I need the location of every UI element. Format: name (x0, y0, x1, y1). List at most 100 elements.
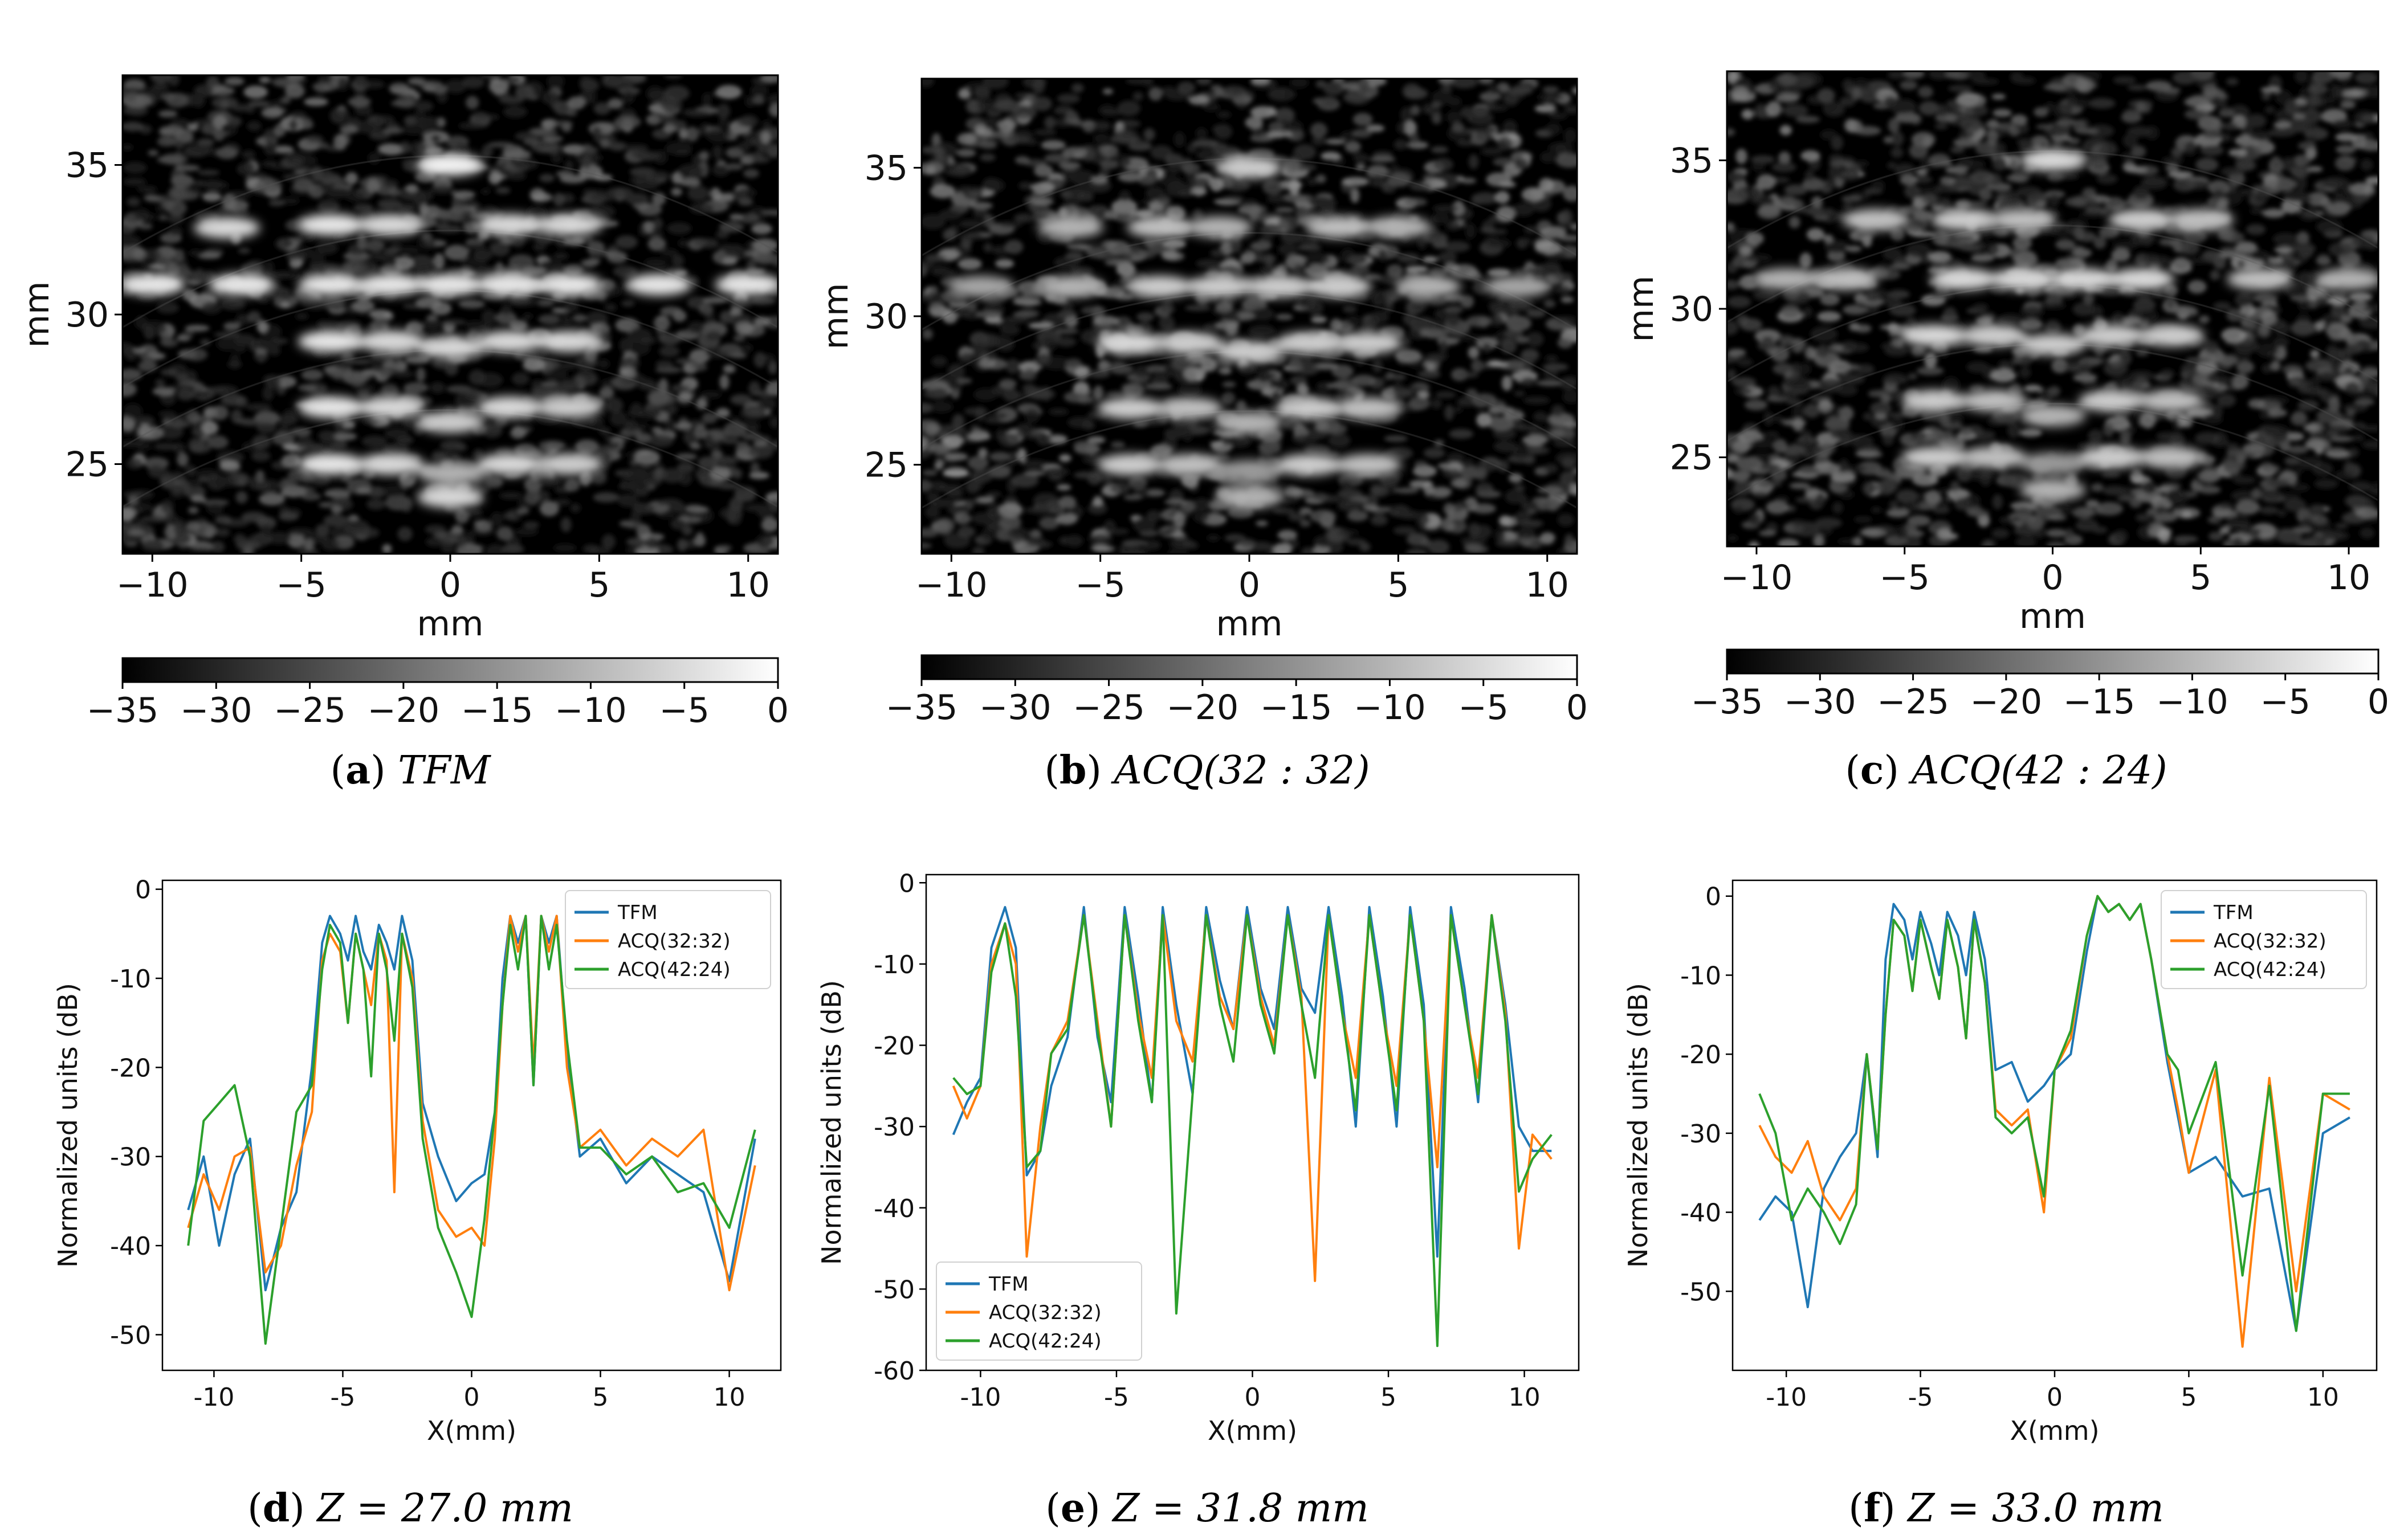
speckle (735, 441, 751, 456)
speckle (1889, 500, 1899, 509)
image-content (1727, 71, 2378, 546)
speckle (560, 517, 572, 532)
speckle (1250, 240, 1273, 250)
speckle (1888, 289, 1910, 299)
speckle (1417, 238, 1427, 250)
speckle (1900, 174, 1918, 185)
speckle (158, 110, 178, 118)
speckle (1947, 85, 1973, 92)
speckle (1039, 516, 1060, 530)
speckle (296, 442, 322, 451)
speckle (712, 455, 738, 469)
speckle (957, 378, 972, 384)
speckle (1056, 484, 1071, 491)
speckle (482, 144, 493, 158)
speckle (2133, 185, 2149, 200)
bright-spot (417, 462, 483, 484)
bright-spot (536, 330, 603, 353)
speckle (259, 76, 271, 83)
speckle (271, 99, 282, 107)
speckle (2062, 74, 2083, 87)
speckle (575, 439, 599, 454)
speckle (1110, 441, 1125, 448)
speckle (304, 97, 328, 107)
speckle (1992, 494, 2003, 510)
bright-spot (1216, 341, 1282, 363)
speckle (141, 515, 167, 523)
speckle (1443, 241, 1470, 252)
speckle (1148, 87, 1163, 101)
speckle (2306, 95, 2321, 107)
speckle (695, 468, 711, 481)
speckle (2108, 199, 2130, 207)
speckle (582, 259, 600, 266)
speckle (389, 187, 400, 197)
speckle (1207, 534, 1220, 542)
speckle (2087, 124, 2114, 138)
speckle (2307, 503, 2326, 516)
speckle (1044, 116, 1056, 129)
bright-spot (1097, 397, 1163, 419)
speckle (362, 418, 380, 426)
speckle (1906, 535, 1921, 546)
speckle (655, 366, 682, 373)
speckle (690, 363, 707, 372)
speckle (622, 91, 635, 104)
speckle (1542, 363, 1568, 371)
speckle (1064, 391, 1090, 403)
speckle (425, 537, 445, 547)
speckle (1521, 237, 1532, 246)
speckle (931, 356, 947, 367)
x-tick-label: 10 (1509, 1383, 1541, 1412)
speckle (1394, 487, 1419, 494)
speckle (1319, 96, 1338, 107)
speckle (1034, 164, 1053, 177)
speckle (685, 109, 710, 117)
speckle (245, 477, 257, 484)
speckle (2072, 248, 2092, 258)
speckle (958, 88, 971, 99)
speckle (2141, 175, 2168, 190)
speckle (343, 421, 356, 430)
arc (922, 291, 1577, 390)
speckle (1278, 215, 1299, 231)
speckle (1447, 452, 1465, 463)
speckle (2127, 166, 2149, 174)
speckle (1887, 162, 1897, 169)
speckle (1237, 103, 1246, 109)
speckle (1460, 295, 1474, 308)
speckle (594, 174, 613, 181)
speckle (1159, 305, 1176, 313)
speckle (2209, 532, 2224, 541)
speckle (1876, 479, 1896, 495)
speckle (753, 352, 767, 368)
speckle (2259, 506, 2279, 515)
speckle (416, 80, 443, 88)
speckle (592, 126, 602, 139)
speckle (441, 319, 467, 326)
speckle (287, 468, 311, 482)
speckle (625, 522, 646, 529)
speckle (743, 344, 753, 352)
speckle (2284, 498, 2307, 512)
speckle (523, 357, 545, 372)
speckle (1910, 346, 1925, 357)
speckle (1069, 259, 1079, 270)
speckle (1223, 314, 1241, 323)
speckle (531, 192, 552, 202)
speckle (1180, 158, 1194, 174)
speckle (1540, 532, 1555, 544)
speckle (2220, 107, 2233, 113)
speckle (1835, 364, 1862, 372)
speckle (1737, 357, 1753, 367)
colorbar-tick-label: −25 (274, 691, 346, 730)
speckle (1130, 140, 1151, 147)
speckle (1311, 136, 1325, 146)
speckle (1745, 254, 1772, 262)
y-tick-label: -50 (874, 1275, 915, 1304)
speckle (2187, 257, 2209, 264)
series-line-ACQ(42:24) (952, 914, 1553, 1348)
speckle (1779, 125, 1792, 136)
speckle (1248, 324, 1276, 337)
speckle (1490, 314, 1504, 326)
